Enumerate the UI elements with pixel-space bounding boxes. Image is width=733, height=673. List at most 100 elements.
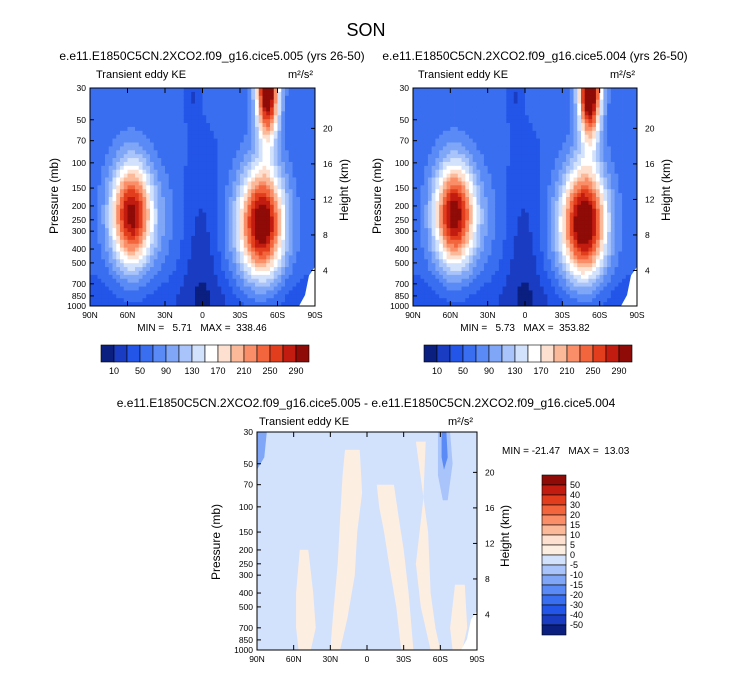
heatmap-cell (307, 239, 312, 245)
heatmap-cell (168, 251, 173, 256)
heatmap-cell (495, 290, 500, 295)
heatmap-cell (217, 181, 222, 186)
heatmap-cell (120, 134, 125, 139)
heatmap-cell (180, 239, 185, 245)
heatmap-cell (454, 185, 459, 190)
heatmap-cell (180, 235, 185, 241)
y-tick-label: 400 (72, 244, 86, 254)
heatmap-cell (454, 138, 459, 143)
heatmap-cell (108, 298, 113, 303)
heatmap-cell (236, 255, 241, 260)
heatmap-cell (202, 181, 207, 186)
heatmap-cell (450, 130, 455, 136)
heatmap-cell (225, 255, 230, 260)
heatmap-cell (93, 294, 98, 299)
heatmap-cell (420, 138, 425, 143)
heatmap-cell (472, 216, 477, 221)
heatmap-cell (461, 88, 466, 93)
heatmap-cell (498, 111, 503, 116)
heatmap-cell (300, 247, 305, 252)
heatmap-cell (255, 185, 260, 190)
heatmap-cell (187, 290, 192, 295)
heatmap-cell (506, 228, 511, 233)
heatmap-cell (180, 123, 185, 128)
heatmap-cell (270, 251, 275, 256)
heatmap-cell (303, 255, 308, 260)
heatmap-cell (157, 138, 162, 143)
heatmap-cell (262, 123, 267, 128)
heatmap-cell (311, 239, 316, 245)
heatmap-cell (150, 111, 155, 116)
heatmap-cell (439, 251, 444, 256)
heatmap-cell (258, 146, 263, 151)
heatmap-cell (195, 189, 200, 194)
heatmap-cell (413, 150, 418, 155)
heatmap-cell (153, 150, 158, 155)
heatmap-cell (168, 259, 173, 264)
heatmap-cell (431, 189, 436, 194)
heatmap-cell (206, 212, 211, 217)
heatmap-cell (225, 91, 230, 97)
heatmap-cell (168, 123, 173, 128)
heatmap-cell (296, 165, 301, 171)
heatmap-cell (176, 197, 181, 202)
heatmap-cell (108, 255, 113, 260)
heatmap-cell (435, 91, 440, 97)
heatmap-cell (416, 243, 421, 248)
heatmap-cell (303, 99, 308, 104)
heatmap-cell (123, 107, 128, 112)
heatmap-cell (457, 146, 462, 151)
heatmap-cell (198, 204, 203, 210)
heatmap-cell (172, 251, 177, 256)
heatmap-cell (251, 142, 256, 147)
heatmap-cell (476, 290, 481, 295)
heatmap-cell (495, 235, 500, 241)
heatmap-cell (446, 290, 451, 295)
heatmap-cell (435, 267, 440, 272)
heatmap-cell (296, 115, 301, 120)
heatmap-cell (157, 107, 162, 112)
heatmap-cell (228, 282, 233, 287)
heatmap-cell (206, 251, 211, 256)
heatmap-cell (123, 267, 128, 272)
heatmap-cell (183, 302, 188, 307)
heatmap-cell (273, 123, 278, 128)
heatmap-cell (285, 251, 290, 256)
heatmap-cell (502, 290, 507, 295)
heatmap-cell (303, 189, 308, 194)
heatmap-cell (296, 185, 301, 190)
heatmap-cell (101, 235, 106, 241)
heatmap-cell (146, 274, 151, 280)
heatmap-cell (101, 239, 106, 245)
heatmap-cell (176, 286, 181, 291)
heatmap-cell (191, 200, 196, 206)
heatmap-cell (93, 235, 98, 241)
heatmap-cell (228, 111, 233, 116)
heatmap-cell (206, 228, 211, 233)
heatmap-cell (296, 282, 301, 287)
heatmap-cell (442, 119, 447, 124)
heatmap-cell (240, 181, 245, 186)
heatmap-cell (150, 123, 155, 128)
heatmap-cell (101, 267, 106, 272)
heatmap-cell (476, 161, 481, 167)
heatmap-cell (266, 274, 271, 280)
heatmap-cell (450, 286, 455, 291)
heatmap-cell (127, 298, 132, 303)
heatmap-cell (506, 107, 511, 112)
heatmap-cell (510, 126, 515, 132)
heatmap-cell (161, 212, 166, 217)
heatmap-cell (439, 165, 444, 171)
heatmap-cell (472, 228, 477, 233)
heatmap-cell (307, 91, 312, 97)
heatmap-cell (288, 91, 293, 97)
heatmap-cell (161, 115, 166, 120)
heatmap-cell (217, 177, 222, 182)
heatmap-cell (206, 239, 211, 245)
heatmap-cell (498, 298, 503, 303)
heatmap-cell (101, 278, 106, 284)
heatmap-cell (228, 177, 233, 182)
heatmap-cell (413, 197, 418, 202)
heatmap-cell (157, 88, 162, 93)
heatmap-cell (454, 103, 459, 108)
